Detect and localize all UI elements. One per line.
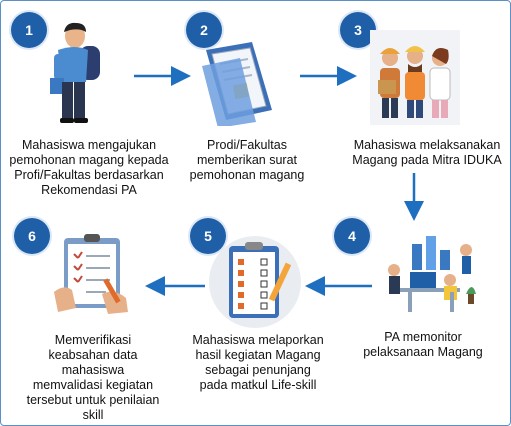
step-6-caption: Memverifikasi keabsahan data mahasiswa m… bbox=[8, 333, 178, 423]
workers-group-icon bbox=[370, 30, 460, 125]
step-2-line-1: Prodi/Fakultas bbox=[207, 138, 287, 152]
step-3-line-2: Magang pada Mitra IDUKA bbox=[352, 153, 502, 167]
step-6-badge: 6 bbox=[14, 218, 50, 254]
step-5-line-2: hasil kegiatan Magang bbox=[195, 348, 321, 362]
step-2-caption: Prodi/Fakultas memberikan surat pemohona… bbox=[172, 138, 322, 183]
student-with-backpack-icon bbox=[50, 22, 100, 123]
report-checklist-icon bbox=[209, 236, 301, 328]
step-6-line-2: keabsahan data bbox=[48, 348, 138, 362]
step-6-line-3: mahasiswa bbox=[61, 363, 125, 377]
step-1-caption: Mahasiswa mengajukan pemohonan magang ke… bbox=[4, 138, 174, 198]
step-2-line-2: memberikan surat bbox=[196, 153, 298, 167]
step-2-badge: 2 bbox=[186, 12, 222, 48]
step-6-line-4: memvalidasi kegiatan bbox=[32, 378, 154, 392]
step-4-line-1: PA memonitor bbox=[384, 330, 462, 344]
step-6-line-5: tersebut untuk penilaian bbox=[26, 393, 160, 407]
document-folder-icon bbox=[202, 42, 272, 126]
step-5-line-1: Mahasiswa melaporkan bbox=[192, 333, 324, 347]
step-1-line-2: pemohonan magang kepada bbox=[9, 153, 169, 167]
step-4-badge: 4 bbox=[334, 218, 370, 254]
step-4-line-2: pelaksanaan Magang bbox=[363, 345, 483, 359]
step-6-line-1: Memverifikasi bbox=[54, 333, 132, 347]
step-2-line-3: pemohonan magang bbox=[189, 168, 305, 182]
step-5-caption: Mahasiswa melaporkan hasil kegiatan Maga… bbox=[178, 333, 338, 393]
step-5-badge: 5 bbox=[190, 218, 226, 254]
step-5-line-3: sebagai penunjang bbox=[205, 363, 311, 377]
step-1-line-1: Mahasiswa mengajukan bbox=[21, 138, 157, 152]
step-5-line-4: pada matkul Life-skill bbox=[199, 378, 317, 392]
step-1-line-3: Profi/Fakultas berdasarkan bbox=[14, 168, 164, 182]
step-1-badge: 1 bbox=[11, 12, 47, 48]
step-6-line-6: skill bbox=[82, 408, 104, 422]
step-3-line-1: Mahasiswa melaksanakan bbox=[353, 138, 501, 152]
step-4-caption: PA memonitor pelaksanaan Magang bbox=[358, 330, 488, 360]
clipboard-verify-icon bbox=[54, 234, 128, 314]
step-3-caption: Mahasiswa melaksanakan Magang pada Mitra… bbox=[343, 138, 511, 168]
step-1-line-4: Rekomendasi PA bbox=[41, 183, 137, 197]
monitoring-desk-icon bbox=[388, 236, 476, 312]
